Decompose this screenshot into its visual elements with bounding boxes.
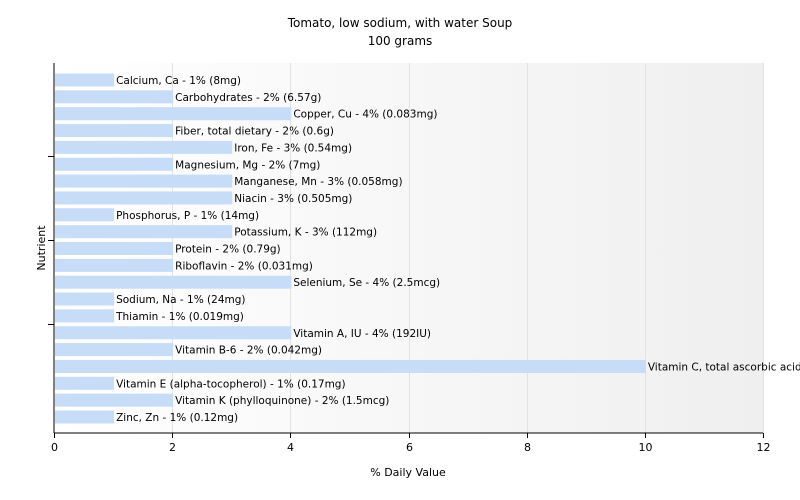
bar bbox=[55, 359, 646, 373]
bar-label: Potassium, K - 3% (112mg) bbox=[234, 227, 377, 239]
bar-label: Thiamin - 1% (0.019mg) bbox=[115, 311, 244, 323]
bar-label: Protein - 2% (0.79g) bbox=[175, 244, 281, 256]
bar bbox=[55, 343, 174, 357]
x-tick-label: 10 bbox=[639, 441, 653, 454]
bar-label: Riboflavin - 2% (0.031mg) bbox=[175, 260, 313, 272]
bar bbox=[55, 208, 115, 222]
x-tick-label: 4 bbox=[287, 441, 294, 454]
bar-label: Vitamin K (phylloquinone) - 2% (1.5mcg) bbox=[175, 395, 389, 407]
bar-label: Selenium, Se - 4% (2.5mcg) bbox=[293, 277, 440, 289]
bar bbox=[55, 140, 233, 154]
bar bbox=[55, 225, 233, 239]
bar-label: Vitamin C, total ascorbic acid - 10% (6.… bbox=[648, 361, 800, 373]
bar-label: Calcium, Ca - 1% (8mg) bbox=[116, 75, 241, 87]
x-tick-label: 2 bbox=[169, 441, 176, 454]
bar-label: Carbohydrates - 2% (6.57g) bbox=[175, 92, 321, 104]
bar bbox=[55, 90, 174, 104]
bar bbox=[55, 157, 174, 171]
bar-label: Copper, Cu - 4% (0.083mg) bbox=[293, 109, 437, 121]
chart-title: Tomato, low sodium, with water Soup bbox=[287, 16, 513, 30]
bar bbox=[55, 393, 174, 407]
bar bbox=[55, 275, 292, 289]
x-tick-label: 12 bbox=[757, 441, 771, 454]
bar-label: Vitamin A, IU - 4% (192IU) bbox=[293, 328, 431, 340]
bar-label: Zinc, Zn - 1% (0.12mg) bbox=[116, 412, 238, 424]
bar bbox=[55, 174, 233, 188]
bar bbox=[55, 191, 233, 205]
bar bbox=[55, 258, 174, 272]
bars: Calcium, Ca - 1% (8mg) Carbohydrates - 2%… bbox=[55, 73, 800, 424]
bar bbox=[55, 376, 115, 390]
bar-label: Fiber, total dietary - 2% (0.6g) bbox=[175, 126, 334, 138]
bar bbox=[55, 309, 115, 323]
bar-label: Vitamin B-6 - 2% (0.042mg) bbox=[175, 345, 322, 357]
bar-label: Vitamin E (alpha-tocopherol) - 1% (0.17m… bbox=[116, 378, 346, 390]
y-axis-label: Nutrient bbox=[35, 225, 48, 271]
bar-label: Manganese, Mn - 3% (0.058mg) bbox=[234, 176, 402, 188]
bar-label: Sodium, Na - 1% (24mg) bbox=[116, 294, 245, 306]
x-tick-label: 8 bbox=[524, 441, 531, 454]
axes: 0 2 4 6 8 10 12 bbox=[48, 63, 771, 454]
bar-label: Iron, Fe - 3% (0.54mg) bbox=[234, 142, 352, 154]
bar bbox=[55, 292, 115, 306]
bar-label: Phosphorus, P - 1% (14mg) bbox=[116, 210, 259, 222]
bar-label: Magnesium, Mg - 2% (7mg) bbox=[175, 159, 320, 171]
bar bbox=[55, 107, 292, 121]
bar bbox=[55, 326, 292, 340]
x-tick-label: 0 bbox=[51, 441, 58, 454]
bar bbox=[55, 410, 115, 424]
bar bbox=[55, 124, 174, 138]
chart-subtitle: 100 grams bbox=[368, 34, 433, 48]
bar-label: Niacin - 3% (0.505mg) bbox=[234, 193, 352, 205]
x-axis-label: % Daily Value bbox=[370, 466, 446, 479]
x-tick-label: 6 bbox=[406, 441, 413, 454]
bar bbox=[55, 242, 174, 255]
bar bbox=[55, 73, 115, 87]
